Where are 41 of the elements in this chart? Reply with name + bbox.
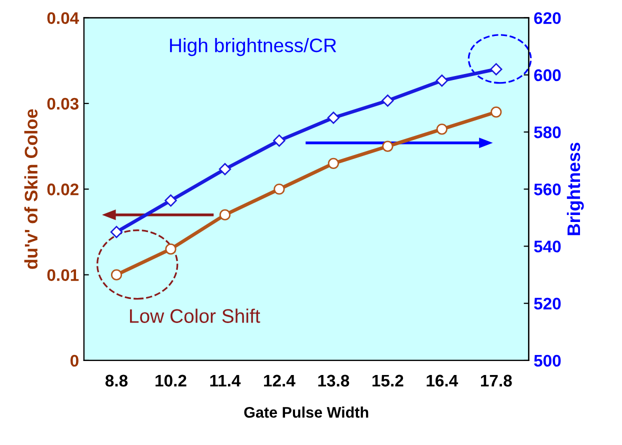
x-tick-label: 17.8 xyxy=(480,374,512,387)
y-tick-label: 0.03 xyxy=(47,98,79,110)
point xyxy=(110,226,123,238)
point xyxy=(436,124,448,135)
point xyxy=(219,209,231,220)
y2-tick-label: 600 xyxy=(534,69,561,82)
y-axis-title: du'v' of Skin Coloe xyxy=(24,109,38,269)
x-tick-label: 13.8 xyxy=(318,374,350,387)
point xyxy=(165,244,176,255)
y-tick-label: 0.02 xyxy=(47,184,78,196)
y2-tick-label: 540 xyxy=(534,240,561,252)
point xyxy=(110,269,122,280)
point xyxy=(273,134,286,147)
point xyxy=(328,158,340,169)
point xyxy=(274,184,285,195)
x-tick-label: 16.4 xyxy=(426,374,458,387)
y2-tick-label: 560 xyxy=(534,184,561,196)
y2-tick-label: 500 xyxy=(534,354,561,367)
point xyxy=(490,106,502,118)
x-tick-label: 10.2 xyxy=(156,374,186,387)
point xyxy=(218,163,232,176)
y2-tick-label: 620 xyxy=(534,12,561,24)
x-tick-label: 8.8 xyxy=(105,374,128,387)
annotation: Low Color Shift xyxy=(130,308,260,323)
x-tick-label: 12.4 xyxy=(264,374,296,386)
y-tick-label: 0.01 xyxy=(47,269,79,281)
point xyxy=(327,112,340,124)
point xyxy=(436,74,448,87)
y2-axis-title: Brightness xyxy=(566,142,584,236)
x-tick-label: 11.4 xyxy=(210,374,241,386)
annotation: High brightness/CR xyxy=(170,38,336,56)
point xyxy=(382,94,394,107)
y-tick-label: 0.04 xyxy=(47,12,80,24)
point xyxy=(490,63,502,76)
point xyxy=(382,140,394,152)
x-axis-title: Gate Pulse Width xyxy=(244,406,368,418)
point xyxy=(164,194,177,207)
x-tick-label: 15.2 xyxy=(372,374,404,387)
y2-tick-label: 520 xyxy=(534,298,561,310)
y-tick-label: 0 xyxy=(70,354,78,367)
y2-tick-label: 580 xyxy=(534,126,561,138)
